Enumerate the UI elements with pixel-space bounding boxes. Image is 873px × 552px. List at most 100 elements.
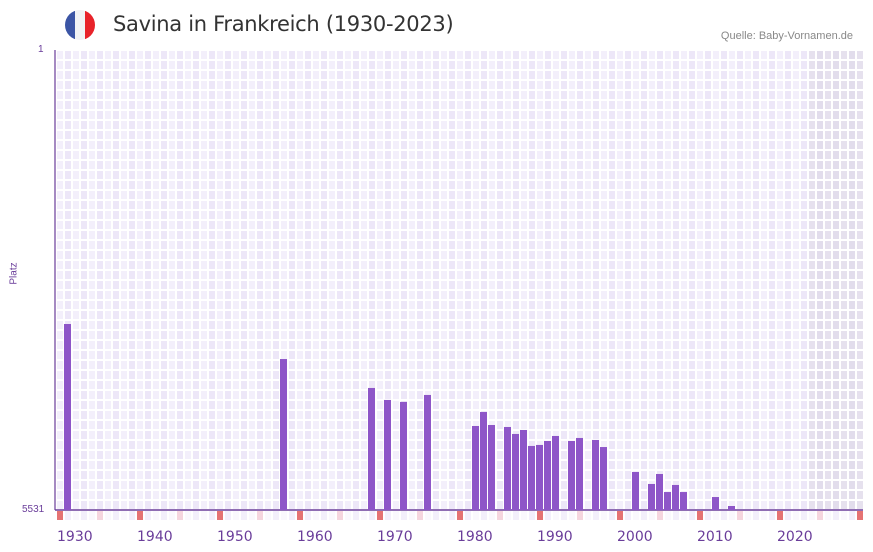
grid-cell bbox=[521, 301, 527, 309]
grid-cell bbox=[329, 501, 335, 509]
grid-cell bbox=[793, 131, 799, 139]
grid-cell bbox=[801, 431, 807, 439]
grid-cell bbox=[625, 491, 631, 499]
grid-cell bbox=[169, 361, 175, 369]
grid-cell bbox=[857, 321, 863, 329]
grid-cell bbox=[553, 221, 559, 229]
grid-cell bbox=[361, 191, 367, 199]
grid-cell bbox=[625, 291, 631, 299]
grid-cell bbox=[825, 281, 831, 289]
grid-cell bbox=[177, 341, 183, 349]
grid-cell bbox=[513, 111, 519, 119]
grid-cell bbox=[313, 291, 319, 299]
grid-cell bbox=[809, 481, 815, 489]
grid-cell bbox=[817, 251, 823, 259]
grid-cell bbox=[249, 251, 255, 259]
grid-cell bbox=[289, 61, 295, 69]
grid-cell bbox=[105, 181, 111, 189]
grid-cell bbox=[161, 191, 167, 199]
grid-cell bbox=[545, 291, 551, 299]
grid-cell bbox=[137, 231, 143, 239]
grid-cell bbox=[545, 331, 551, 339]
grid-cell bbox=[57, 221, 63, 229]
grid-cell bbox=[569, 221, 575, 229]
grid-cell bbox=[689, 161, 695, 169]
grid-cell bbox=[801, 231, 807, 239]
grid-cell bbox=[849, 141, 855, 149]
grid-cell bbox=[817, 301, 823, 309]
grid-cell bbox=[161, 301, 167, 309]
grid-cell bbox=[641, 261, 647, 269]
grid-cell bbox=[737, 321, 743, 329]
grid-cell bbox=[721, 161, 727, 169]
grid-cell bbox=[673, 51, 679, 59]
grid-cell bbox=[217, 361, 223, 369]
grid-cell bbox=[481, 301, 487, 309]
grid-cell bbox=[793, 91, 799, 99]
grid-cell bbox=[505, 411, 511, 419]
grid-cell bbox=[617, 311, 623, 319]
grid-cell bbox=[481, 111, 487, 119]
grid-cell bbox=[617, 111, 623, 119]
grid-cell bbox=[329, 431, 335, 439]
grid-cell bbox=[169, 291, 175, 299]
grid-cell bbox=[545, 141, 551, 149]
grid-cell bbox=[177, 51, 183, 59]
grid-cell bbox=[753, 431, 759, 439]
grid-cell bbox=[705, 261, 711, 269]
grid-cell bbox=[801, 301, 807, 309]
grid-cell bbox=[633, 411, 639, 419]
grid-cell bbox=[617, 461, 623, 469]
grid-cell bbox=[505, 341, 511, 349]
grid-cell bbox=[857, 111, 863, 119]
bar-1973 bbox=[400, 401, 407, 510]
grid-cell bbox=[321, 221, 327, 229]
grid-cell bbox=[705, 451, 711, 459]
grid-cell bbox=[297, 261, 303, 269]
grid-cell bbox=[153, 501, 159, 509]
year-marker bbox=[681, 511, 687, 520]
grid-cell bbox=[177, 451, 183, 459]
grid-cell bbox=[145, 331, 151, 339]
grid-cell bbox=[617, 361, 623, 369]
grid-cell bbox=[57, 181, 63, 189]
grid-cell bbox=[241, 261, 247, 269]
grid-cell bbox=[617, 161, 623, 169]
grid-cell bbox=[153, 451, 159, 459]
grid-cell bbox=[569, 271, 575, 279]
grid-cell bbox=[601, 401, 607, 409]
grid-cell bbox=[257, 431, 263, 439]
grid-cell bbox=[473, 61, 479, 69]
grid-cell bbox=[753, 51, 759, 59]
grid-cell bbox=[785, 371, 791, 379]
grid-cell bbox=[449, 291, 455, 299]
grid-cell bbox=[393, 481, 399, 489]
grid-cell bbox=[785, 401, 791, 409]
grid-cell bbox=[369, 331, 375, 339]
grid-cell bbox=[137, 501, 143, 509]
grid-cell bbox=[185, 141, 191, 149]
grid-cell bbox=[457, 181, 463, 189]
grid-cell bbox=[377, 51, 383, 59]
grid-cell bbox=[257, 391, 263, 399]
bar-1990 bbox=[536, 444, 543, 510]
bar-2007 bbox=[672, 484, 679, 510]
grid-cell bbox=[665, 321, 671, 329]
grid-cell bbox=[449, 411, 455, 419]
bar-2004 bbox=[648, 483, 655, 510]
grid-cell bbox=[169, 91, 175, 99]
grid-cell bbox=[777, 311, 783, 319]
grid-cell bbox=[449, 331, 455, 339]
grid-cell bbox=[465, 281, 471, 289]
bar-1982 bbox=[472, 425, 479, 510]
grid-cell bbox=[121, 251, 127, 259]
grid-cell bbox=[185, 131, 191, 139]
grid-cell bbox=[105, 391, 111, 399]
grid-cell bbox=[673, 371, 679, 379]
grid-cell bbox=[409, 161, 415, 169]
grid-cell bbox=[601, 121, 607, 129]
grid-cell bbox=[377, 201, 383, 209]
grid-cell bbox=[89, 221, 95, 229]
grid-cell bbox=[833, 421, 839, 429]
grid-cell bbox=[257, 121, 263, 129]
